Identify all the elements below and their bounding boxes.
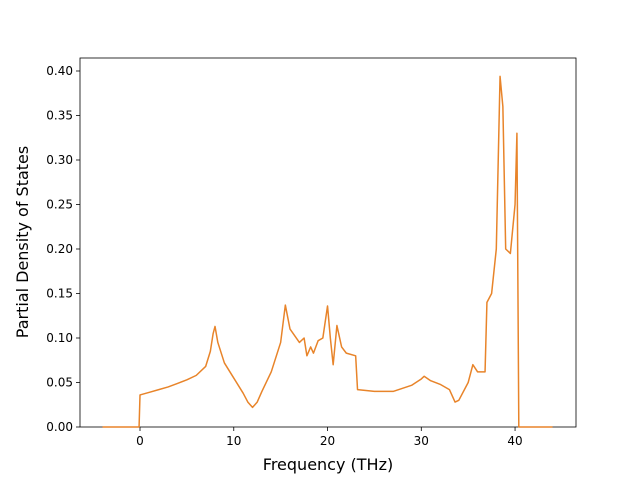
y-tick-label: 0.40: [46, 64, 73, 78]
y-tick-label: 0.30: [46, 153, 73, 167]
y-tick-label: 0.20: [46, 242, 73, 256]
data-line: [102, 75, 553, 428]
plot-frame: [79, 57, 577, 428]
y-tick-label: 0.35: [46, 108, 73, 122]
x-tick-label: 30: [414, 434, 429, 448]
y-tick-label: 0.10: [46, 331, 73, 345]
y-tick-label: 0.00: [46, 420, 73, 434]
x-tick-label: 0: [136, 434, 144, 448]
y-tick-label: 0.05: [46, 375, 73, 389]
y-axis-title: Partial Density of States: [13, 146, 32, 338]
y-tick-label: 0.15: [46, 286, 73, 300]
x-tick-label: 40: [507, 434, 522, 448]
x-tick-label: 10: [226, 434, 241, 448]
x-axis-title: Frequency (THz): [263, 455, 393, 474]
y-tick-label: 0.25: [46, 197, 73, 211]
x-tick-label: 20: [320, 434, 335, 448]
